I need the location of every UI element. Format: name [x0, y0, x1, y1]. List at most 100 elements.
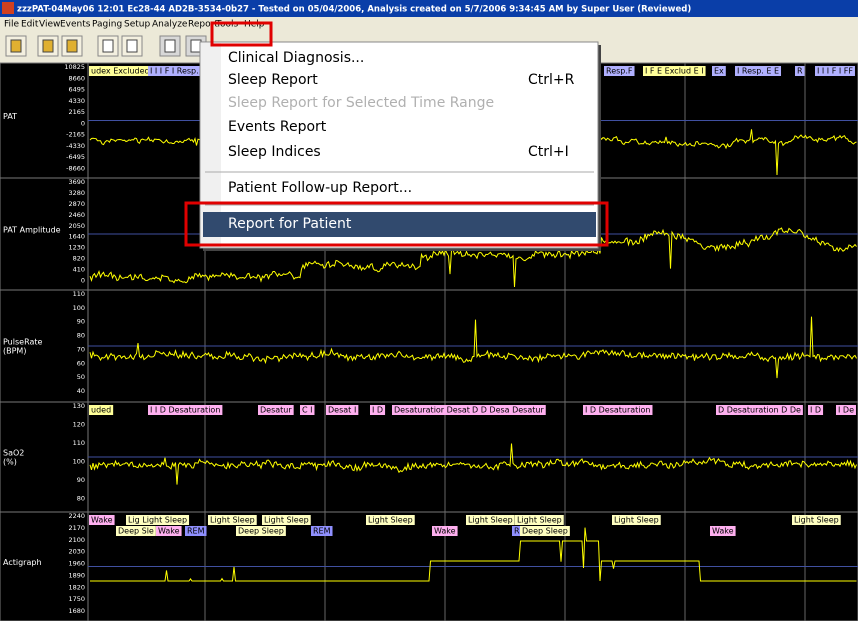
event-tag [583, 405, 653, 415]
menu-item[interactable]: Events [60, 20, 91, 30]
y-tick-label: 0 [81, 119, 85, 127]
event-tag [326, 405, 354, 415]
event-tag [392, 405, 481, 415]
y-tick-label: 90 [77, 476, 85, 484]
event-tag [795, 66, 805, 76]
menu-option[interactable]: Events Report [228, 119, 327, 135]
y-tick-label: 1890 [68, 571, 85, 579]
annotation-box [210, 21, 273, 47]
signal-trace [90, 527, 857, 582]
event-tag [643, 66, 706, 76]
event-tag-text: I D [810, 406, 821, 415]
event-tag [126, 515, 190, 525]
y-tick-label: -6495 [66, 153, 85, 161]
y-tick-label: 90 [77, 318, 85, 326]
event-tag [89, 66, 152, 76]
event-tag [710, 526, 736, 536]
menu-item[interactable]: View [39, 20, 60, 30]
y-tick-label: 4330 [68, 97, 85, 105]
menu-option[interactable]: Sleep Indices [228, 144, 321, 160]
event-tag [148, 66, 201, 76]
event-tag [236, 526, 286, 536]
signal-trace [89, 443, 857, 485]
channel-name: PAT [3, 112, 17, 121]
event-tag [815, 66, 855, 76]
event-tag-text: D Desaturation D De [718, 406, 801, 415]
menu-item[interactable]: Analyze [152, 20, 188, 30]
window-title: zzzPAT-04May06 12:01 Ec28-44 AD2B-3534-0… [17, 5, 691, 15]
menu-bar [0, 17, 858, 30]
menu-item[interactable]: Setup [124, 20, 150, 30]
channel-name: SaO2 [3, 449, 24, 458]
event-tag-text: Light Sleep [264, 516, 309, 525]
y-tick-label: 110 [73, 439, 85, 447]
menu-item[interactable]: Report [188, 20, 218, 30]
y-tick-label: -2165 [66, 131, 85, 139]
event-tag-text: Light Sleep [468, 516, 513, 525]
menu-shortcut: Ctrl+R [528, 72, 575, 88]
event-tag-text: I Resp. E E [737, 67, 779, 76]
y-tick-label: 2165 [68, 108, 85, 116]
event-tag-text: Desat [328, 406, 351, 415]
y-tick-label: 70 [77, 345, 85, 353]
menu-item[interactable]: Edit [21, 20, 39, 30]
menu-option[interactable]: Report for Patient [228, 216, 352, 232]
dropdown-icon-strip [201, 43, 221, 247]
event-tag [792, 515, 841, 525]
y-tick-label: 3280 [68, 189, 85, 197]
channel-label-panel [0, 289, 89, 403]
menu-item[interactable]: File [4, 20, 20, 30]
y-tick-label: 40 [77, 387, 85, 395]
event-tag-text: Deep Sleep [522, 527, 568, 536]
event-tag [466, 515, 515, 525]
event-tag-text: Light Sleep [210, 516, 255, 525]
y-tick-label: 1680 [68, 607, 85, 615]
channel-name: (%) [3, 458, 17, 467]
event-tag [370, 405, 386, 415]
event-tag [89, 515, 115, 525]
event-tag [89, 405, 114, 415]
menu-option[interactable]: Clinical Diagnosis... [228, 50, 364, 66]
channel-label-panel [0, 62, 89, 179]
title-bar [0, 0, 858, 17]
y-tick-label: -8660 [66, 164, 85, 172]
channel-name: (BPM) [3, 347, 26, 356]
channel-name: PAT Amplitude [3, 226, 61, 235]
menu-option[interactable]: Patient Follow-up Report... [228, 180, 412, 196]
menu-item[interactable]: Paging [92, 20, 122, 30]
event-tag [311, 526, 333, 536]
event-tag [712, 66, 726, 76]
event-tag-text: Resp.F [606, 67, 633, 76]
event-tag-text: REM [313, 527, 331, 536]
toolbar-icon [126, 39, 138, 53]
event-tag [352, 405, 359, 415]
signal-trace [89, 316, 857, 379]
event-tag [185, 526, 207, 536]
channel-label-panel [0, 511, 89, 621]
menu-option[interactable]: Sleep Report for Selected Time Range [228, 95, 494, 111]
event-tag [735, 66, 782, 76]
menu-option[interactable]: Sleep Report [228, 72, 318, 88]
y-tick-label: 50 [77, 373, 85, 381]
event-tag-text: Wake [434, 527, 456, 536]
event-tag-text: uded [91, 406, 111, 415]
event-tag [515, 515, 564, 525]
event-tag-text: C I [302, 406, 313, 415]
event-tag-text: Light Sleep [517, 516, 562, 525]
event-tag-text: Deep Sle [118, 527, 154, 536]
event-tag [300, 405, 315, 415]
channel-name: Actigraph [3, 558, 42, 567]
y-tick-label: 2870 [68, 200, 85, 208]
y-tick-label: 2100 [68, 536, 85, 544]
y-tick-label: 1960 [68, 560, 85, 568]
channel-name: PulseRate [3, 338, 42, 347]
event-tag-text: I I I F I Resp. [150, 67, 199, 76]
event-tag-text: D D Desa Desatur [472, 406, 544, 415]
event-tag-text: Wake [712, 527, 734, 536]
event-tag-text: I D [372, 406, 383, 415]
event-tag-text: Lig Light Sleep [128, 516, 187, 525]
event-tag [716, 405, 803, 415]
y-tick-label: 120 [73, 421, 85, 429]
